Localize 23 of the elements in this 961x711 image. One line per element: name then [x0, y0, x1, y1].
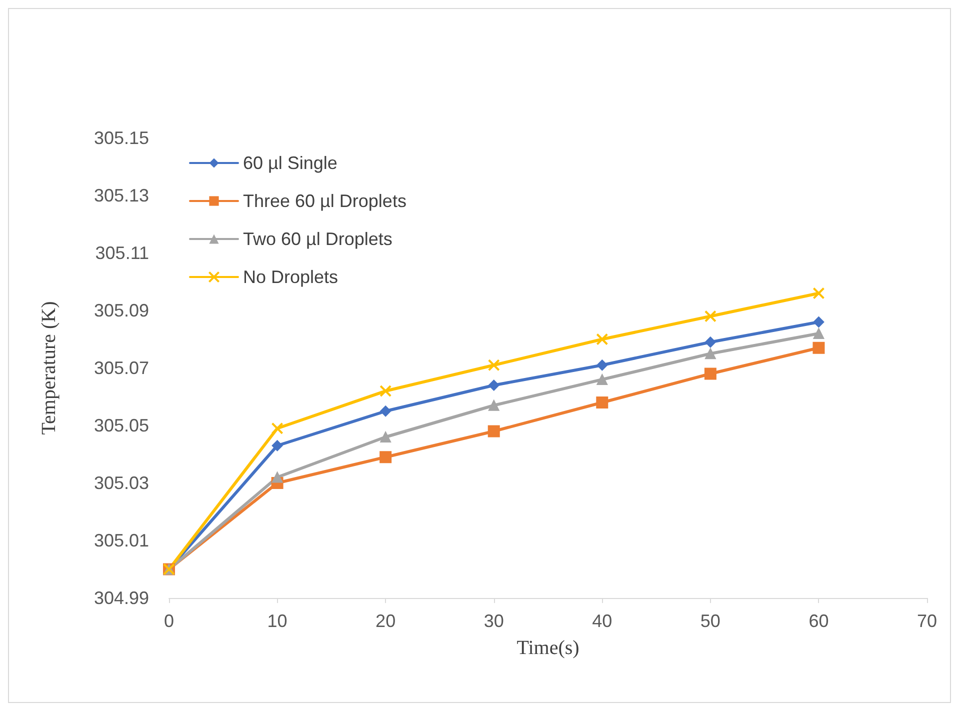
- x-tick-label: 10: [267, 611, 288, 631]
- x-axis-title: Time(s): [516, 637, 580, 659]
- y-tick-label: 305.01: [94, 530, 149, 550]
- y-tick-label: 305.03: [94, 473, 149, 493]
- x-tick-label: 60: [808, 611, 829, 631]
- x-tick-label: 0: [164, 611, 174, 631]
- y-axis-title: Temperature (K): [38, 301, 60, 435]
- legend-label: Three 60 µl Droplets: [243, 191, 406, 211]
- x-tick-label: 70: [916, 611, 938, 631]
- x-tick-label: 40: [592, 611, 612, 631]
- y-tick-label: 305.15: [94, 128, 149, 148]
- y-tick-label: 305.07: [94, 358, 149, 378]
- y-tick-label: 305.13: [94, 186, 149, 206]
- x-tick-label: 50: [700, 611, 720, 631]
- y-tick-label: 305.11: [95, 243, 149, 263]
- legend-label: 60 µl Single: [243, 153, 338, 173]
- legend-label: Two 60 µl Droplets: [243, 229, 392, 249]
- legend-label: No Droplets: [243, 267, 338, 287]
- y-tick-label: 305.09: [94, 300, 149, 320]
- x-tick-label: 20: [376, 611, 396, 631]
- y-tick-label: 305.05: [94, 416, 149, 436]
- y-tick-label: 304.99: [94, 588, 149, 608]
- x-tick-label: 30: [484, 611, 504, 631]
